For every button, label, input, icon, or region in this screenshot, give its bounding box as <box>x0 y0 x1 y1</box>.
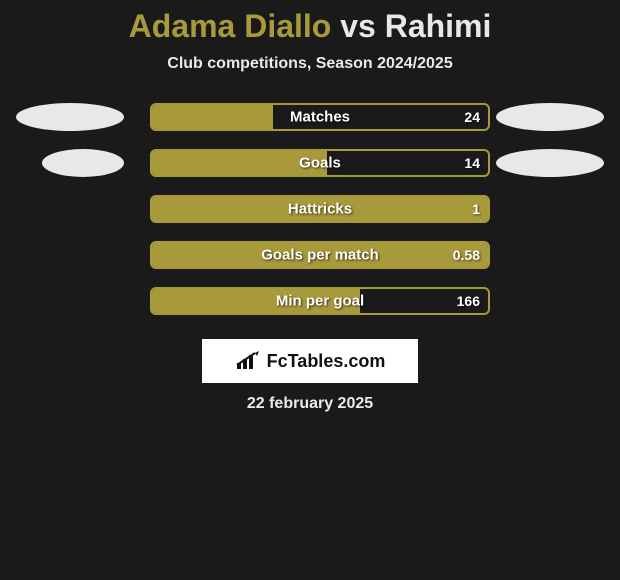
subtitle: Club competitions, Season 2024/2025 <box>0 55 620 73</box>
stat-bar: Goals per match 0.58 <box>150 241 490 269</box>
stat-label: Matches <box>290 109 350 126</box>
player-right-marker <box>496 149 604 177</box>
bar-chart-icon <box>235 351 261 371</box>
brand-text: FcTables.com <box>267 351 386 372</box>
stat-value-right: 0.58 <box>453 247 480 263</box>
stat-row: Hattricks 1 <box>10 195 610 241</box>
stat-value-right: 14 <box>464 155 480 171</box>
player-left-marker <box>16 103 124 131</box>
player-left-name: Adama Diallo <box>129 8 332 44</box>
brand-box[interactable]: FcTables.com <box>202 339 418 383</box>
page-title: Adama Diallo vs Rahimi <box>0 8 620 45</box>
stat-bar-fill-left <box>152 105 273 129</box>
stat-bar: Goals 14 <box>150 149 490 177</box>
player-left-marker <box>42 149 124 177</box>
date-line: 22 february 2025 <box>0 395 620 413</box>
stat-row: Matches 24 <box>10 103 610 149</box>
stat-row: Min per goal 166 <box>10 287 610 333</box>
player-right-name: Rahimi <box>385 8 492 44</box>
stat-label: Goals <box>299 155 341 172</box>
stats-area: Matches 24 Goals 14 Hattricks 1 Goals per matc… <box>0 103 620 333</box>
stat-value-right: 166 <box>457 293 480 309</box>
stat-value-right: 1 <box>472 201 480 217</box>
stat-bar: Hattricks 1 <box>150 195 490 223</box>
stat-label: Goals per match <box>261 247 379 264</box>
title-vs: vs <box>331 8 384 44</box>
stat-label: Hattricks <box>288 201 352 218</box>
comparison-card: Adama Diallo vs Rahimi Club competitions… <box>0 0 620 580</box>
stat-row: Goals per match 0.58 <box>10 241 610 287</box>
stat-label: Min per goal <box>276 293 364 310</box>
player-right-marker <box>496 103 604 131</box>
stat-value-right: 24 <box>464 109 480 125</box>
stat-bar: Min per goal 166 <box>150 287 490 315</box>
stat-bar: Matches 24 <box>150 103 490 131</box>
stat-row: Goals 14 <box>10 149 610 195</box>
